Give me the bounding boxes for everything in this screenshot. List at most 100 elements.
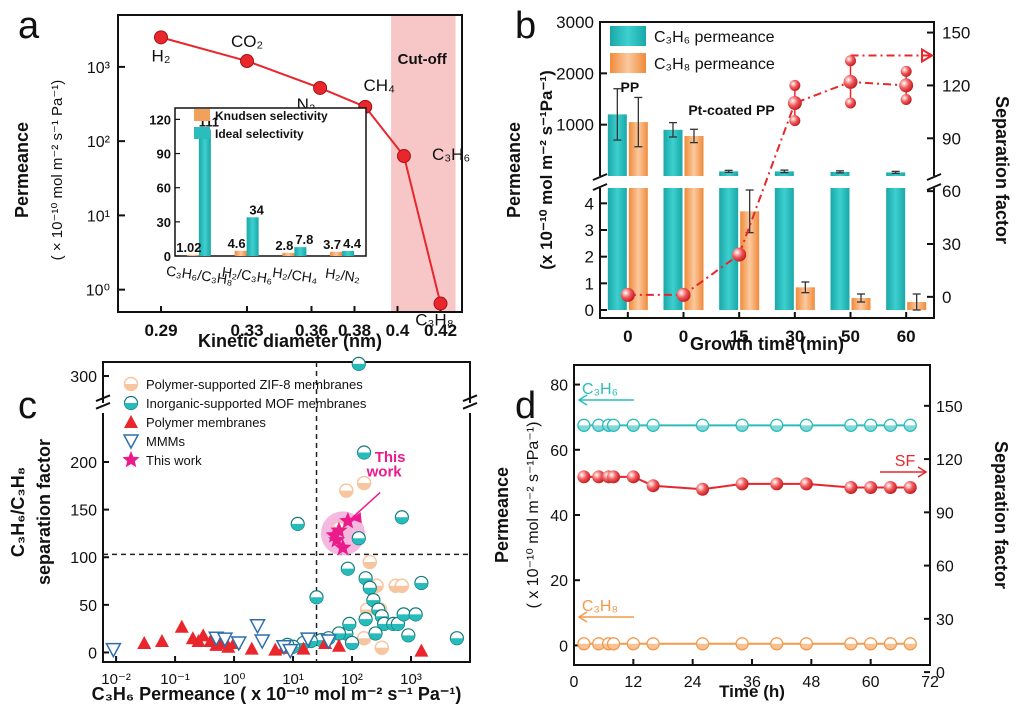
data-point-fill [647, 425, 660, 432]
scatter-point [282, 643, 299, 660]
x-tick-label: 0 [679, 327, 688, 346]
x-tick-label: 24 [684, 674, 702, 691]
break-gap-right [930, 176, 938, 188]
legend-label: Polymer membranes [146, 415, 266, 430]
data-point-fill [904, 643, 917, 650]
inset-legend-label: Knudsen selectivity [215, 109, 328, 123]
inset-legend-swatch [194, 109, 210, 121]
break-mark [462, 394, 478, 402]
legend-marker-fill [124, 403, 138, 410]
inset-value-label: 34 [249, 202, 264, 217]
inset-category-label: H₂/CH₄ [271, 264, 318, 286]
inset-category-label: H₂/N₂ [324, 265, 361, 286]
x-tick-label: 0.36 [295, 321, 328, 340]
sf-replicate-point [789, 115, 801, 127]
data-point [646, 479, 660, 493]
series-label: C₃H₆ [582, 381, 618, 398]
y-axis-label: Permeance [504, 122, 524, 218]
break-mark [95, 394, 111, 402]
bar [684, 135, 704, 310]
x-tick-label: 0.42 [424, 321, 457, 340]
scatter-point-fill [391, 623, 405, 631]
inset-value-label: 1.02 [176, 240, 201, 255]
data-point-fill [592, 425, 605, 432]
y-axis-label: Permeance [12, 122, 32, 218]
x-tick-label: 0 [623, 327, 632, 346]
inset-value-label: 3.7 [323, 237, 341, 252]
y-tick-label: 50 [79, 598, 97, 615]
y-tick-label: 40 [550, 508, 568, 525]
data-point-fill [627, 425, 640, 432]
scatter-point-fill [342, 623, 356, 631]
scatter-point-fill [341, 568, 355, 576]
data-point-fill [696, 425, 709, 432]
y-tick-label: 0 [559, 638, 568, 655]
data-point-fill [736, 425, 749, 432]
y-tick-label: 0 [585, 301, 594, 320]
y-tick-label: 100 [70, 550, 97, 567]
y-tick-label: 3 [585, 221, 594, 240]
sf-point [676, 287, 691, 302]
inset-y-tick-label: 30 [157, 215, 171, 230]
plot-frame [599, 21, 935, 319]
x-tick-label: 36 [743, 674, 761, 691]
scatter-point [105, 642, 122, 659]
x-tick-label: 0.38 [338, 321, 371, 340]
y2-axis-label: Separation factor [992, 96, 1012, 244]
bar [795, 287, 815, 310]
legend-label: C₃H₈ permeance [654, 56, 775, 73]
plot-frame [117, 14, 463, 313]
x-tick-label: 10⁰ [223, 671, 246, 688]
y-tick-label: 60 [550, 443, 568, 460]
y-tick-label: 1000 [556, 116, 594, 135]
scatter-point [330, 521, 348, 538]
x-tick-label: 10³ [400, 671, 422, 688]
y2-tick-label: 120 [942, 76, 970, 95]
sf-point [732, 247, 747, 262]
data-point [592, 470, 606, 484]
data-point-fill [770, 643, 783, 650]
inset-category-label: H₂/C₃H₆ [221, 264, 274, 287]
scatter-point [331, 638, 346, 652]
legend-label: MMMs [146, 434, 185, 449]
data-point-fill [592, 643, 605, 650]
scatter-point-fill [357, 638, 371, 645]
legend-swatch [610, 53, 646, 73]
y2-tick-label: 0 [942, 288, 951, 307]
x-tick-label: 0.33 [230, 321, 263, 340]
sf-replicate-point [900, 65, 912, 77]
scatter-point-fill [395, 585, 409, 593]
bar [607, 114, 627, 311]
legend-swatch [610, 26, 646, 46]
panel-a: Cut-off 0.29 0.33 0.36 0.38 0.4 0.42 10⁰ 10¹ 10² 1… [12, 14, 470, 351]
panel-d: 0 12 24 36 48 60 720204060800306090120150Time … [492, 364, 1011, 701]
scatter-point [296, 641, 311, 655]
y2-tick-label: 90 [936, 505, 954, 522]
sf-replicate-point [845, 97, 856, 109]
data-point-fill [577, 425, 590, 432]
y-tick-label: 10⁰ [86, 283, 110, 300]
series-arrowhead [917, 466, 928, 478]
scatter-point [320, 634, 337, 650]
scatter-point-fill [359, 619, 373, 626]
scatter-point [216, 632, 234, 648]
annotation-arrowhead [350, 512, 362, 524]
inset-value-label: 2.8 [275, 238, 293, 253]
legend-marker [124, 415, 138, 428]
bar [719, 171, 739, 310]
scatter-point-fill [397, 614, 411, 621]
data-point [770, 477, 784, 491]
scatter-point-fill [339, 490, 353, 498]
y-tick-label: 2000 [556, 64, 594, 83]
inset-legend-label: Ideal selectivity [215, 127, 304, 141]
data-point-fill [607, 643, 620, 650]
data-point-fill [864, 425, 877, 432]
break-mark [95, 402, 111, 410]
series-label: SF [895, 453, 916, 470]
annotation-pp: PP [620, 79, 639, 95]
y2-tick-label: 90 [942, 129, 961, 148]
plot-frame [573, 364, 931, 666]
scatter-point [334, 538, 352, 555]
data-point-fill [770, 425, 783, 432]
y-tick-label: 300 [70, 369, 97, 386]
